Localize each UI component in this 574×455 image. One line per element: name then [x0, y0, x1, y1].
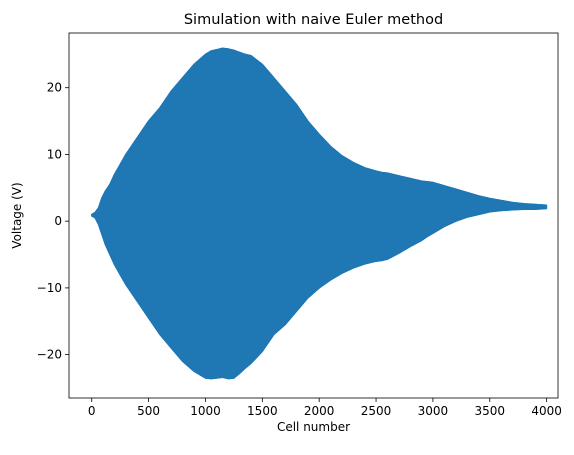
x-axis-label: Cell number	[277, 420, 350, 434]
x-tick-label: 1500	[247, 404, 278, 418]
x-axis: 0 500 1000 1500 2000 2500 3000 3500 4000	[88, 398, 562, 418]
y-tick-label: −10	[37, 281, 62, 295]
x-tick-label: 3500	[474, 404, 505, 418]
plot-area	[91, 47, 548, 380]
x-tick-label: 0	[88, 404, 96, 418]
y-tick-label: 20	[47, 81, 62, 95]
y-tick-label: −20	[37, 348, 62, 362]
y-axis-label: Voltage (V)	[10, 182, 24, 248]
series-0-upper-edge	[91, 47, 547, 216]
x-tick-label: 1000	[190, 404, 221, 418]
series-0-lower-edge	[91, 207, 547, 380]
x-tick-label: 3000	[418, 404, 449, 418]
x-tick-label: 2000	[304, 404, 335, 418]
x-tick-label: 4000	[531, 404, 562, 418]
y-axis: −20 −10 0 10 20	[37, 81, 69, 362]
x-tick-label: 2500	[361, 404, 392, 418]
axes-frame	[68, 32, 559, 399]
chart-title: Simulation with naive Euler method	[184, 12, 443, 28]
y-tick-label: 10	[47, 147, 62, 161]
y-tick-label: 0	[54, 214, 62, 228]
x-tick-label: 500	[137, 404, 160, 418]
